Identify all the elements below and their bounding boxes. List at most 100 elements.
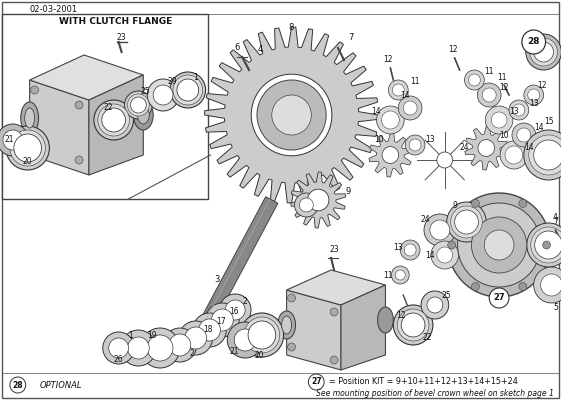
Circle shape (465, 70, 485, 90)
Circle shape (534, 231, 562, 259)
Circle shape (534, 140, 563, 170)
Circle shape (522, 30, 545, 54)
Circle shape (124, 91, 152, 119)
Ellipse shape (25, 108, 35, 128)
Text: 9: 9 (452, 200, 457, 210)
Circle shape (524, 130, 568, 180)
Polygon shape (341, 285, 386, 370)
Circle shape (469, 74, 481, 86)
Circle shape (127, 94, 149, 116)
Circle shape (240, 313, 283, 357)
Circle shape (437, 247, 453, 263)
Text: 8: 8 (289, 24, 294, 32)
Text: 28: 28 (528, 38, 540, 46)
Circle shape (512, 123, 536, 147)
Circle shape (530, 38, 557, 66)
Text: 13: 13 (394, 244, 403, 252)
Text: 12: 12 (499, 84, 509, 92)
Text: 2: 2 (189, 348, 194, 358)
Circle shape (170, 72, 206, 108)
Circle shape (382, 146, 399, 163)
Circle shape (446, 202, 486, 242)
Ellipse shape (378, 307, 394, 333)
Circle shape (6, 126, 49, 170)
Circle shape (244, 317, 279, 353)
Circle shape (485, 230, 514, 260)
Circle shape (454, 210, 478, 234)
Circle shape (199, 319, 220, 341)
Circle shape (392, 84, 404, 96)
Text: See mounting position of bevel crown wheel on sketch page 1: See mounting position of bevel crown whe… (316, 388, 553, 398)
Circle shape (103, 332, 135, 364)
Circle shape (534, 267, 568, 303)
Circle shape (193, 313, 226, 347)
Circle shape (517, 128, 531, 142)
Text: 17: 17 (216, 318, 226, 326)
Circle shape (401, 313, 425, 337)
Circle shape (10, 377, 26, 393)
Circle shape (427, 297, 443, 313)
Circle shape (394, 305, 433, 345)
Text: 9: 9 (345, 188, 350, 196)
Circle shape (491, 112, 507, 128)
Text: 13: 13 (529, 98, 538, 108)
Circle shape (509, 100, 529, 120)
Circle shape (153, 85, 173, 105)
Circle shape (147, 335, 173, 361)
Text: 14: 14 (371, 108, 381, 116)
Circle shape (485, 106, 513, 134)
Circle shape (489, 288, 509, 308)
Circle shape (307, 189, 329, 211)
Circle shape (287, 294, 295, 302)
Text: 14: 14 (524, 144, 533, 152)
Text: 23: 23 (117, 32, 126, 42)
Circle shape (389, 80, 408, 100)
Circle shape (227, 322, 263, 358)
Text: 27: 27 (493, 294, 505, 302)
Circle shape (527, 223, 568, 267)
Circle shape (94, 100, 133, 140)
Circle shape (75, 101, 83, 109)
Text: 11: 11 (485, 68, 494, 76)
Text: 25: 25 (140, 88, 150, 96)
Circle shape (295, 193, 318, 217)
Text: 23: 23 (329, 246, 339, 254)
Circle shape (505, 146, 523, 164)
Text: 20: 20 (23, 158, 32, 166)
Circle shape (234, 329, 256, 351)
Ellipse shape (137, 106, 149, 124)
Text: 24: 24 (460, 144, 469, 152)
Text: 18: 18 (203, 326, 212, 334)
Circle shape (98, 104, 130, 136)
Circle shape (108, 338, 128, 358)
Circle shape (391, 266, 409, 284)
Circle shape (404, 244, 416, 256)
Circle shape (524, 85, 544, 105)
Circle shape (147, 79, 179, 111)
Circle shape (528, 89, 540, 101)
Text: 22: 22 (104, 102, 114, 112)
Text: 13: 13 (509, 108, 519, 116)
Circle shape (173, 75, 203, 105)
Text: 6: 6 (235, 44, 240, 52)
Circle shape (409, 139, 421, 151)
Circle shape (248, 321, 275, 349)
Circle shape (31, 86, 39, 94)
Polygon shape (30, 80, 89, 175)
Circle shape (477, 83, 501, 107)
Ellipse shape (21, 102, 39, 134)
Circle shape (330, 356, 338, 364)
Text: 2: 2 (243, 298, 248, 306)
Polygon shape (287, 270, 386, 305)
Circle shape (424, 214, 456, 246)
Circle shape (448, 241, 456, 249)
Bar (2, 14, 207, 199)
Circle shape (179, 321, 212, 355)
Text: 02-03-2001: 02-03-2001 (30, 4, 78, 14)
Circle shape (531, 227, 566, 263)
Circle shape (382, 111, 399, 129)
Text: 3: 3 (215, 276, 220, 284)
Circle shape (140, 328, 180, 368)
Polygon shape (369, 133, 412, 177)
Polygon shape (197, 197, 278, 333)
